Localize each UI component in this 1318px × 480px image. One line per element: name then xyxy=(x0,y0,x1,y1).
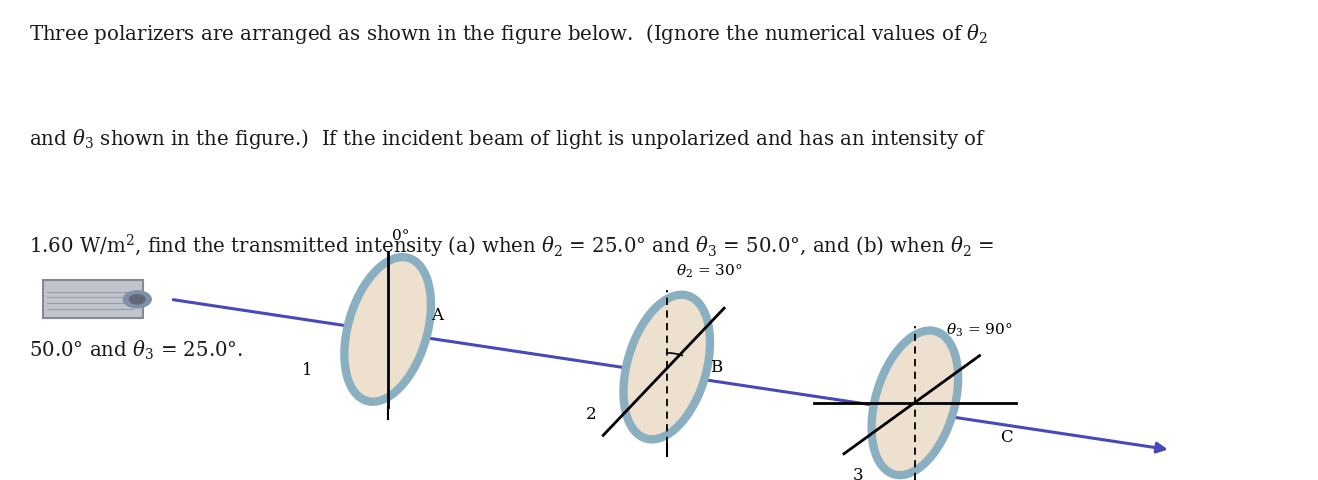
Text: $\theta_2$ = 30°: $\theta_2$ = 30° xyxy=(676,263,742,280)
Ellipse shape xyxy=(623,295,710,439)
Ellipse shape xyxy=(871,331,958,475)
Text: 1: 1 xyxy=(302,361,312,379)
Ellipse shape xyxy=(344,257,431,402)
Text: Three polarizers are arranged as shown in the figure below.  (Ignore the numeric: Three polarizers are arranged as shown i… xyxy=(29,22,988,46)
Text: 50.0° and $\theta_3$ = 25.0°.: 50.0° and $\theta_3$ = 25.0°. xyxy=(29,338,244,362)
Text: A: A xyxy=(431,307,443,324)
Text: and $\theta_3$ shown in the figure.)  If the incident beam of light is unpolariz: and $\theta_3$ shown in the figure.) If … xyxy=(29,127,986,151)
Text: $\theta_3$ = 90°: $\theta_3$ = 90° xyxy=(946,322,1012,339)
FancyBboxPatch shape xyxy=(42,280,144,318)
Text: C: C xyxy=(1000,429,1012,446)
Circle shape xyxy=(129,295,145,304)
Text: 2: 2 xyxy=(587,406,597,423)
Text: B: B xyxy=(710,359,722,376)
Circle shape xyxy=(124,291,152,308)
Text: 1.60 W/m$^2$, find the transmitted intensity (a) when $\theta_2$ = 25.0° and $\t: 1.60 W/m$^2$, find the transmitted inten… xyxy=(29,233,994,260)
Text: 3: 3 xyxy=(853,467,863,480)
Text: 0°: 0° xyxy=(393,229,410,243)
